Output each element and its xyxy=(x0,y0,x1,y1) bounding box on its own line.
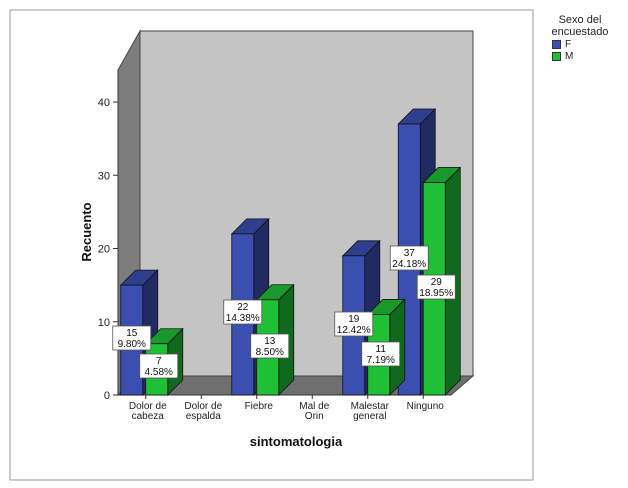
x-tick-label: Dolor de xyxy=(129,401,167,412)
data-label-percent: 9.80% xyxy=(118,339,146,350)
data-label-box xyxy=(250,333,290,359)
data-label-count: 15 xyxy=(126,328,138,339)
x-tick-label: Malestar xyxy=(351,401,390,412)
data-label-count: 13 xyxy=(264,336,276,347)
data-label-percent: 8.50% xyxy=(256,347,284,358)
data-label-count: 11 xyxy=(376,344,387,355)
data-label-percent: 14.38% xyxy=(226,313,260,324)
x-tick-label: Dolor de xyxy=(184,401,222,412)
x-tick-label: Fiebre xyxy=(245,401,274,412)
data-label-percent: 24.18% xyxy=(392,259,426,270)
data-label-count: 19 xyxy=(348,314,360,325)
x-tick-label: general xyxy=(353,411,386,422)
data-label-box xyxy=(223,299,263,325)
legend-item-m: M xyxy=(552,50,622,62)
data-label-count: 7 xyxy=(156,356,162,367)
y-tick-label: 20 xyxy=(98,244,110,256)
y-tick-label: 0 xyxy=(104,390,110,402)
data-label-box xyxy=(112,325,152,351)
data-label-box xyxy=(139,353,179,379)
x-tick-label: Ninguno xyxy=(407,401,445,412)
data-label-percent: 7.19% xyxy=(367,355,395,366)
data-label-box xyxy=(416,274,456,300)
y-axis-title: Recuento xyxy=(79,202,94,261)
legend-label-f: F xyxy=(565,38,572,50)
data-label-percent: 4.58% xyxy=(145,367,173,378)
x-tick-label: cabeza xyxy=(132,411,165,422)
legend-item-f: F xyxy=(552,38,622,50)
legend-title-line: Sexo del xyxy=(558,14,602,26)
y-tick-label: 10 xyxy=(98,317,110,329)
chart-frame xyxy=(9,9,534,481)
legend: Sexo del encuestado F M xyxy=(538,14,622,62)
data-label-box xyxy=(361,341,401,367)
data-label-box xyxy=(334,311,374,337)
data-label-percent: 18.95% xyxy=(419,288,453,299)
data-label-box xyxy=(389,245,429,271)
legend-title: Sexo del encuestado xyxy=(538,14,622,38)
x-tick-label: espalda xyxy=(186,411,221,422)
legend-label-m: M xyxy=(565,50,574,62)
data-label-count: 29 xyxy=(431,277,443,288)
data-label-count: 22 xyxy=(237,302,249,313)
x-tick-label: Mal de xyxy=(299,401,329,412)
x-axis-title: sintomatologia xyxy=(250,434,343,449)
y-tick-label: 40 xyxy=(98,97,110,109)
data-label-count: 37 xyxy=(404,248,416,259)
legend-swatch-f xyxy=(552,39,561,49)
legend-swatch-m xyxy=(552,51,561,61)
data-label-percent: 12.42% xyxy=(337,325,371,336)
y-tick-label: 30 xyxy=(98,170,110,182)
legend-title-line: encuestado xyxy=(551,26,609,38)
x-tick-label: Orin xyxy=(305,411,324,422)
